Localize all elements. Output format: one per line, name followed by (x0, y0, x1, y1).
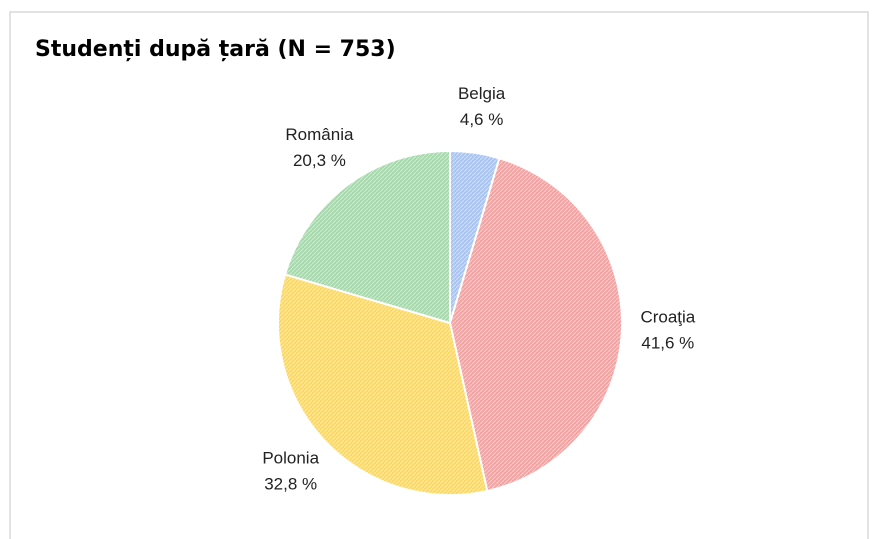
slice-value-label: 32,8 % (264, 474, 317, 493)
slice-label: Polonia (262, 448, 319, 467)
chart-title: Studenți după țară (N = 753) (35, 37, 396, 62)
slice-label: România (285, 125, 354, 144)
slice-hatch (450, 158, 622, 491)
slice-value-label: 41,6 % (641, 333, 694, 352)
slice-hatch (285, 151, 450, 323)
slice-value-label: 4,6 % (460, 110, 503, 129)
frame (9, 11, 869, 539)
slice-label: Croaţia (640, 307, 695, 326)
slice-hatch (277, 274, 488, 495)
slice-value-label: 20,3 % (293, 151, 346, 170)
slice-label: Belgia (458, 84, 506, 103)
